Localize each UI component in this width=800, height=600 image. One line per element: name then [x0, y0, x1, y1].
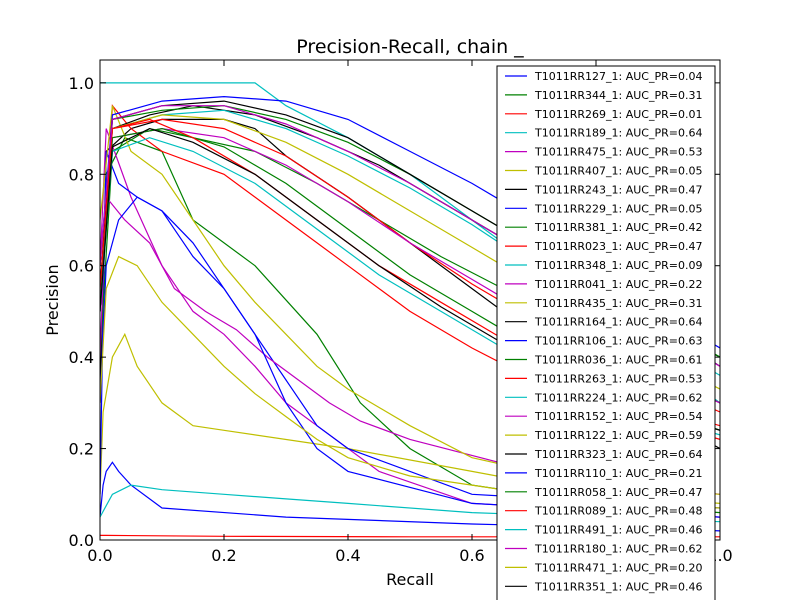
legend-label-23: T1011RR089_1: AUC_PR=0.48 [534, 505, 702, 518]
legend-label-17: T1011RR224_1: AUC_PR=0.62 [534, 391, 702, 404]
legend-label-4: T1011RR475_1: AUC_PR=0.53 [534, 146, 702, 159]
x-tick-label-2: 0.4 [335, 546, 360, 565]
legend-label-20: T1011RR323_1: AUC_PR=0.64 [534, 448, 702, 461]
legend-label-27: T1011RR351_1: AUC_PR=0.46 [534, 580, 702, 593]
legend-label-26: T1011RR471_1: AUC_PR=0.20 [534, 561, 702, 574]
legend-label-9: T1011RR023_1: AUC_PR=0.47 [534, 240, 702, 253]
y-tick-label-0: 0.0 [69, 531, 94, 550]
x-tick-label-0: 0.0 [87, 546, 112, 565]
series-line-11 [100, 195, 720, 495]
legend-label-8: T1011RR381_1: AUC_PR=0.42 [534, 221, 702, 234]
legend-label-13: T1011RR164_1: AUC_PR=0.64 [534, 316, 702, 329]
legend-label-7: T1011RR229_1: AUC_PR=0.05 [534, 202, 702, 215]
legend-label-24: T1011RR491_1: AUC_PR=0.46 [534, 524, 702, 537]
legend-box [496, 65, 716, 600]
legend-label-19: T1011RR122_1: AUC_PR=0.59 [534, 429, 702, 442]
legend-label-14: T1011RR106_1: AUC_PR=0.63 [534, 335, 702, 348]
legend-label-11: T1011RR041_1: AUC_PR=0.22 [534, 278, 702, 291]
series-line-7 [100, 151, 720, 509]
chart-title: Precision-Recall, chain _ [296, 36, 524, 58]
y-tick-label-1: 0.2 [69, 440, 94, 459]
y-tick-label-2: 0.4 [69, 348, 94, 367]
series-line-12 [100, 105, 720, 495]
legend-label-25: T1011RR180_1: AUC_PR=0.62 [534, 543, 702, 556]
series-line-26 [100, 255, 720, 509]
y-tick-label-5: 1.0 [69, 74, 94, 93]
legend-label-3: T1011RR189_1: AUC_PR=0.64 [534, 127, 702, 140]
legend-label-15: T1011RR036_1: AUC_PR=0.61 [534, 354, 702, 367]
x-tick-label-1: 0.2 [211, 546, 236, 565]
legend-label-22: T1011RR058_1: AUC_PR=0.47 [534, 486, 702, 499]
series-line-4 [100, 128, 720, 518]
plot-frame [99, 59, 721, 541]
series-line-5 [100, 332, 720, 504]
legend-label-16: T1011RR263_1: AUC_PR=0.53 [534, 372, 702, 385]
legend-label-2: T1011RR269_1: AUC_PR=0.01 [534, 108, 702, 121]
y-tick-label-4: 0.8 [69, 165, 94, 184]
y-tick-label-3: 0.6 [69, 257, 94, 276]
legend-label-5: T1011RR407_1: AUC_PR=0.05 [534, 165, 702, 178]
x-tick-label-3: 0.6 [459, 546, 484, 565]
x-axis-title: Recall [386, 570, 434, 589]
series-line-21 [100, 196, 720, 518]
legend-label-10: T1011RR348_1: AUC_PR=0.09 [534, 259, 702, 272]
legend-label-21: T1011RR110_1: AUC_PR=0.21 [534, 467, 702, 480]
legend-label-12: T1011RR435_1: AUC_PR=0.31 [534, 297, 702, 310]
legend: T1011RR127_1: AUC_PR=0.04 T1011RR344_1: A… [496, 65, 716, 600]
legend-label-6: T1011RR243_1: AUC_PR=0.47 [534, 183, 702, 196]
y-axis-title: Precision [43, 264, 62, 335]
legend-label-18: T1011RR152_1: AUC_PR=0.54 [534, 410, 702, 423]
legend-label-0: T1011RR127_1: AUC_PR=0.04 [534, 70, 702, 83]
legend-label-1: T1011RR344_1: AUC_PR=0.31 [534, 89, 702, 102]
